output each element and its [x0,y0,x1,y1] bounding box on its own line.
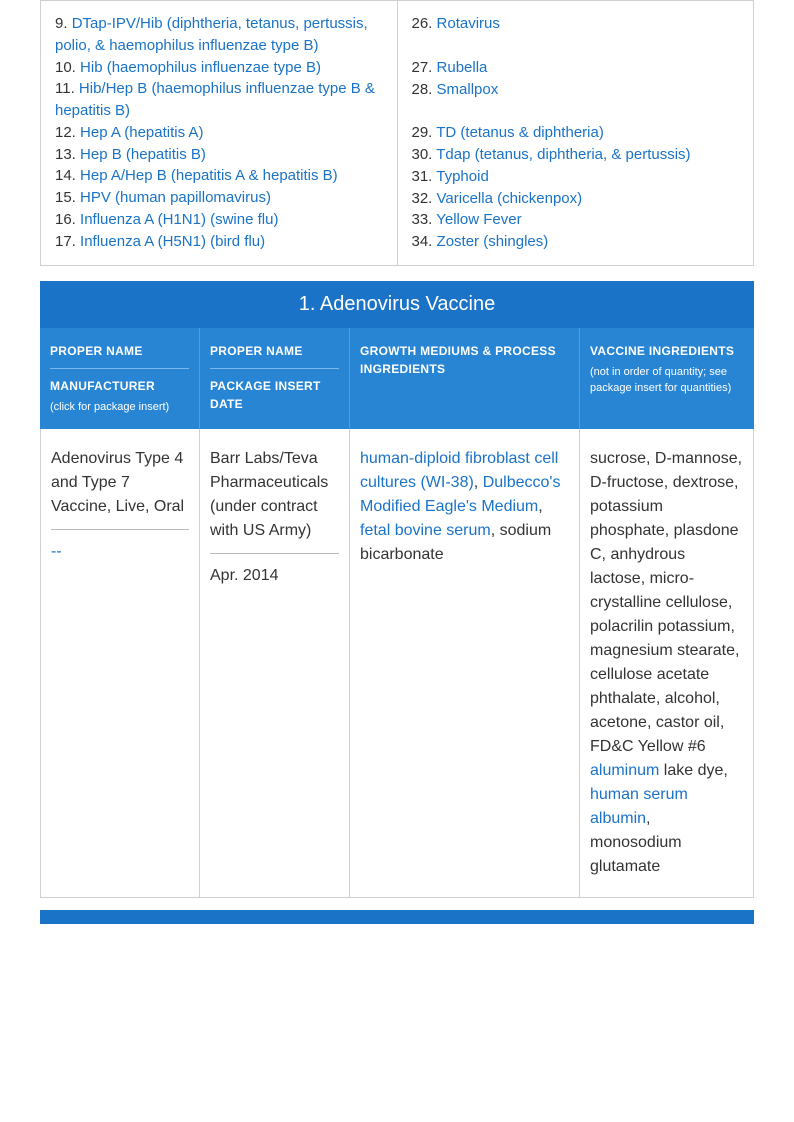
page-container: 9. DTap-IPV/Hib (diphtheria, tetanus, pe… [0,0,794,924]
cell-growth-mediums: human-diploid fibroblast cell cultures (… [350,429,580,898]
vaccine-link[interactable]: Hep B (hepatitis B) [80,146,206,163]
list-item: 27. Rubella [412,57,740,79]
vaccine-link[interactable]: Tdap (tetanus, diphtheria, & pertussis) [436,146,690,163]
vaccine-list-box: 9. DTap-IPV/Hib (diphtheria, tetanus, pe… [40,0,754,266]
table-header-row: PROPER NAME MANUFACTURER (click for pack… [40,328,754,430]
header-package-date: PACKAGE INSERT DATE [210,377,339,413]
vaccine-proper-name: Adenovirus Type 4 and Type 7 Vaccine, Li… [51,447,189,519]
vaccine-link[interactable]: Hib/Hep B (haemophilus influenzae type B… [55,80,375,119]
header-ingredients-note: (not in order of quantity; see package i… [590,364,744,397]
section-header: 1. Adenovirus Vaccine [40,281,754,328]
header-col-ingredients: VACCINE INGREDIENTS (not in order of qua… [580,328,754,430]
blue-separator-bar [40,910,754,924]
cell-name-date: Barr Labs/Teva Pharmaceuticals (under co… [200,429,350,898]
list-item: 12. Hep A (hepatitis A) [55,122,383,144]
list-item: 26. Rotavirus [412,13,740,35]
list-item: 13. Hep B (hepatitis B) [55,144,383,166]
header-col-proper-name-manufacturer: PROPER NAME MANUFACTURER (click for pack… [40,328,200,430]
list-item: 9. DTap-IPV/Hib (diphtheria, tetanus, pe… [55,13,383,57]
vaccine-link[interactable]: Yellow Fever [436,211,521,228]
list-item: 34. Zoster (shingles) [412,231,740,253]
manufacturer-link[interactable]: -- [51,543,62,560]
header-ingredients: VACCINE INGREDIENTS [590,342,744,360]
vaccine-link[interactable]: Varicella (chickenpox) [437,190,583,207]
vaccine-link[interactable]: Hep A (hepatitis A) [80,124,203,141]
header-click-insert: (click for package insert) [50,399,189,416]
header-col-growth-mediums: GROWTH MEDIUMS & PROCESS INGREDIENTS [350,328,580,430]
list-item: 16. Influenza A (H1N1) (swine flu) [55,209,383,231]
header-growth-mediums: GROWTH MEDIUMS & PROCESS INGREDIENTS [360,342,569,378]
list-item: 17. Influenza A (H5N1) (bird flu) [55,231,383,253]
vaccine-link[interactable]: Rubella [437,59,488,76]
list-item: 33. Yellow Fever [412,209,740,231]
vaccine-link[interactable]: Rotavirus [437,15,500,32]
header-col-proper-name-date: PROPER NAME PACKAGE INSERT DATE [200,328,350,430]
vaccine-link[interactable]: Zoster (shingles) [437,233,549,250]
header-proper-name-2: PROPER NAME [210,342,339,360]
vaccine-list-right: 26. Rotavirus 27. Rubella28. Smallpox 29. … [398,1,754,265]
header-proper-name-1: PROPER NAME [50,342,189,360]
list-item: 28. Smallpox [412,79,740,101]
list-item: 11. Hib/Hep B (haemophilus influenzae ty… [55,78,383,122]
vaccine-link[interactable]: Typhoid [436,168,489,185]
vaccine-link[interactable]: DTap-IPV/Hib (diphtheria, tetanus, pertu… [55,15,368,54]
cell-ingredients: sucrose, D-mannose, D-fructose, dextrose… [580,429,754,898]
ingredient-link[interactable]: fetal bovine serum [360,522,491,539]
list-item: 14. Hep A/Hep B (hepatitis A & hepatitis… [55,165,383,187]
vaccine-link[interactable]: Smallpox [437,81,499,98]
list-item: 30. Tdap (tetanus, diphtheria, & pertuss… [412,144,740,166]
list-item: 32. Varicella (chickenpox) [412,188,740,210]
vaccine-link[interactable]: TD (tetanus & diphtheria) [436,124,604,141]
list-item: 29. TD (tetanus & diphtheria) [412,122,740,144]
list-item: 15. HPV (human papillomavirus) [55,187,383,209]
vaccine-link[interactable]: Influenza A (H5N1) (bird flu) [80,233,265,250]
ingredient-link[interactable]: aluminum [590,762,659,779]
ingredient-link[interactable]: human serum albumin [590,786,688,827]
vaccine-link[interactable]: Influenza A (H1N1) (swine flu) [80,211,278,228]
list-item: 31. Typhoid [412,166,740,188]
table-row: Adenovirus Type 4 and Type 7 Vaccine, Li… [40,429,754,898]
package-insert-date: Apr. 2014 [210,564,339,588]
header-manufacturer: MANUFACTURER [50,377,189,395]
vaccine-link[interactable]: Hep A/Hep B (hepatitis A & hepatitis B) [80,167,338,184]
vaccine-link[interactable]: HPV (human papillomavirus) [80,189,271,206]
vaccine-link[interactable]: Hib (haemophilus influenzae type B) [80,59,321,76]
cell-name-manufacturer: Adenovirus Type 4 and Type 7 Vaccine, Li… [40,429,200,898]
manufacturer-name: Barr Labs/Teva Pharmaceuticals (under co… [210,447,339,543]
vaccine-list-left: 9. DTap-IPV/Hib (diphtheria, tetanus, pe… [41,1,398,265]
list-item: 10. Hib (haemophilus influenzae type B) [55,57,383,79]
